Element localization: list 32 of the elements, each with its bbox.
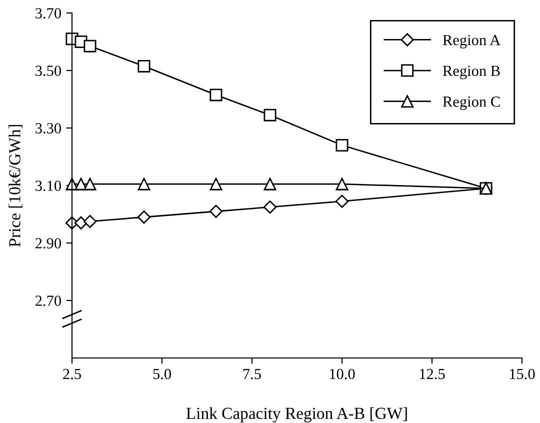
legend-label: Region C	[442, 96, 500, 110]
point	[335, 194, 349, 208]
x-tick-label: 7.5	[243, 369, 261, 380]
point	[138, 60, 150, 72]
y-tick-label: 3.70	[36, 8, 61, 19]
point	[84, 40, 96, 52]
x-tick-label: 5.0	[153, 368, 171, 380]
point	[210, 88, 222, 102]
legend-label: Region A	[442, 34, 500, 48]
x-axis-title: Link Capacity Region A-B [GW]	[186, 407, 407, 422]
point	[137, 210, 151, 224]
y-tick-label: 2.90	[36, 238, 61, 249]
point	[264, 108, 276, 122]
point	[84, 178, 96, 190]
x-tick-label: 2.5	[63, 368, 81, 380]
point	[138, 178, 150, 190]
x-tick-label: 12.5	[420, 368, 445, 380]
point	[209, 204, 223, 218]
point	[263, 200, 277, 214]
legend-label: Region B	[442, 66, 500, 80]
x-tick-label: 10.0	[330, 368, 355, 380]
x-tick-label: 15.0	[510, 368, 535, 380]
point	[210, 178, 222, 190]
y-tick-label: 3.50	[36, 66, 61, 76]
point	[336, 178, 348, 190]
point	[264, 178, 276, 190]
y-tick-label: 2.70	[36, 296, 61, 306]
point	[336, 139, 348, 152]
y-tick-label: 3.30	[36, 123, 61, 134]
point	[83, 214, 97, 228]
y-tick-label: 3.10	[36, 180, 61, 192]
y-axis-title: Price [10k€/GWh]	[8, 124, 22, 247]
